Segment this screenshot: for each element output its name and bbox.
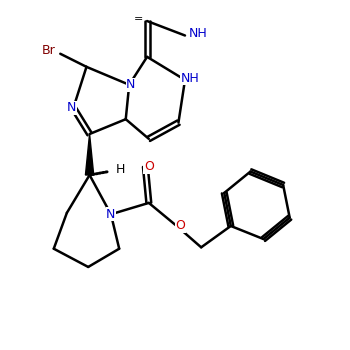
Text: =: = (134, 14, 144, 24)
Text: O: O (175, 219, 185, 232)
Text: Br: Br (41, 44, 55, 57)
Text: NH: NH (188, 27, 207, 40)
Text: NH: NH (181, 72, 200, 85)
Text: O: O (144, 160, 154, 173)
Text: N: N (67, 102, 76, 114)
Text: N: N (126, 78, 135, 91)
Text: H: H (116, 163, 125, 176)
Polygon shape (85, 134, 94, 175)
Text: N: N (106, 208, 116, 221)
